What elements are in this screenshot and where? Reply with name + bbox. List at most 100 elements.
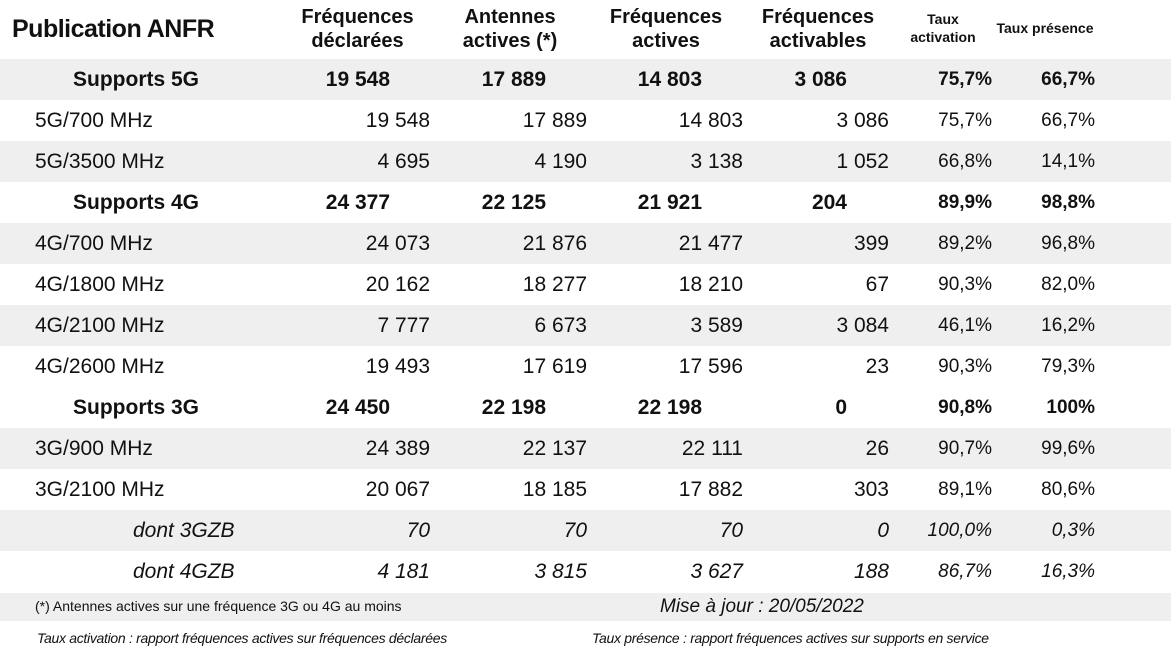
row-label: Supports 4G bbox=[73, 191, 200, 214]
cell-taux-activation: 90,8% bbox=[938, 397, 992, 418]
cell-frequences-activables: 0 bbox=[877, 519, 889, 542]
row-label: dont 4GZB bbox=[133, 560, 235, 583]
cell-frequences-activables: 1 052 bbox=[836, 150, 889, 173]
cell-antennes-actives: 18 277 bbox=[522, 273, 587, 296]
cell-frequences-actives: 17 596 bbox=[678, 355, 743, 378]
row-label: dont 3GZB bbox=[133, 519, 235, 542]
cell-frequences-activables: 3 084 bbox=[836, 314, 889, 337]
header-line: activables bbox=[769, 30, 867, 52]
cell-frequences-declarees: 19 493 bbox=[365, 355, 430, 378]
cell-taux-presence: 80,6% bbox=[1041, 479, 1095, 500]
cell-frequences-activables: 188 bbox=[853, 560, 889, 583]
table-row: dont 4GZB 4 181 3 815 3 627 188 86,7% 16,3% bbox=[0, 551, 1171, 592]
cell-frequences-declarees: 70 bbox=[406, 519, 430, 542]
cell-frequences-actives: 14 803 bbox=[678, 109, 743, 132]
header-taux-activation: Taux activation bbox=[898, 10, 988, 46]
cell-taux-activation: 86,7% bbox=[938, 561, 992, 582]
cell-antennes-actives: 18 185 bbox=[522, 478, 587, 501]
cell-frequences-declarees: 24 073 bbox=[365, 232, 430, 255]
cell-frequences-declarees: 7 777 bbox=[377, 314, 430, 337]
cell-frequences-activables: 399 bbox=[853, 232, 889, 255]
cell-frequences-declarees: 24 377 bbox=[325, 191, 390, 214]
footer-definitions: Taux activation : rapport fréquences act… bbox=[0, 621, 1171, 658]
cell-frequences-activables: 23 bbox=[865, 355, 889, 378]
cell-antennes-actives: 17 889 bbox=[481, 68, 546, 91]
cell-frequences-declarees: 24 389 bbox=[365, 437, 430, 460]
row-label: 4G/2100 MHz bbox=[35, 314, 165, 337]
definition-taux-activation: Taux activation : rapport fréquences act… bbox=[37, 630, 447, 646]
cell-frequences-declarees: 19 548 bbox=[325, 68, 390, 91]
cell-frequences-actives: 3 138 bbox=[690, 150, 743, 173]
definition-taux-presence: Taux présence : rapport fréquences activ… bbox=[592, 630, 989, 646]
cell-taux-presence: 66,7% bbox=[1041, 110, 1095, 131]
cell-antennes-actives: 4 190 bbox=[534, 150, 587, 173]
cell-taux-activation: 75,7% bbox=[938, 110, 992, 131]
row-label: Supports 5G bbox=[73, 68, 200, 91]
cell-frequences-declarees: 20 067 bbox=[365, 478, 430, 501]
cell-antennes-actives: 6 673 bbox=[534, 314, 587, 337]
update-date: Mise à jour : 20/05/2022 bbox=[660, 596, 864, 617]
cell-antennes-actives: 70 bbox=[563, 519, 587, 542]
cell-antennes-actives: 22 125 bbox=[481, 191, 546, 214]
header-line: Taux bbox=[927, 11, 959, 27]
page-title: Publication ANFR bbox=[12, 15, 215, 43]
cell-taux-activation: 89,9% bbox=[938, 192, 992, 213]
cell-antennes-actives: 22 198 bbox=[481, 396, 546, 419]
cell-frequences-actives: 3 589 bbox=[690, 314, 743, 337]
table-row: 4G/2100 MHz 7 777 6 673 3 589 3 084 46,1% 16,2… bbox=[0, 305, 1171, 346]
cell-taux-activation: 66,8% bbox=[938, 151, 992, 172]
cell-frequences-actives: 3 627 bbox=[690, 560, 743, 583]
header-line: Antennes bbox=[464, 6, 556, 28]
cell-frequences-declarees: 19 548 bbox=[365, 109, 430, 132]
cell-taux-presence: 96,8% bbox=[1041, 233, 1095, 254]
row-label: 5G/3500 MHz bbox=[35, 150, 165, 173]
table-row: Supports 5G 19 548 17 889 14 803 3 086 75,7% 6… bbox=[0, 59, 1171, 100]
header-line: actives (*) bbox=[462, 30, 558, 52]
cell-frequences-declarees: 4 181 bbox=[377, 560, 430, 583]
cell-taux-activation: 89,2% bbox=[938, 233, 992, 254]
header-antennes-actives: Antennes actives (*) bbox=[445, 5, 575, 53]
header-line: déclarées bbox=[311, 30, 404, 52]
cell-taux-activation: 90,7% bbox=[938, 438, 992, 459]
row-label: 5G/700 MHz bbox=[35, 109, 153, 132]
cell-taux-presence: 100% bbox=[1046, 397, 1095, 418]
header-line: Fréquences bbox=[301, 6, 414, 28]
cell-antennes-actives: 22 137 bbox=[522, 437, 587, 460]
cell-taux-activation: 46,1% bbox=[938, 315, 992, 336]
antennes-footnote: (*) Antennes actives sur une fréquence 3… bbox=[35, 598, 402, 614]
header-frequences-activables: Fréquences activables bbox=[752, 5, 884, 53]
table-header: Publication ANFR Fréquences déclarées An… bbox=[0, 0, 1171, 59]
header-line: Fréquences bbox=[761, 6, 875, 28]
header-line: Fréquences bbox=[609, 6, 723, 28]
cell-taux-activation: 90,3% bbox=[938, 356, 992, 377]
cell-frequences-actives: 21 477 bbox=[678, 232, 743, 255]
cell-taux-activation: 90,3% bbox=[938, 274, 992, 295]
table-row: Supports 4G 24 377 22 125 21 921 204 89,9% 98,… bbox=[0, 182, 1171, 223]
cell-taux-presence: 16,3% bbox=[1041, 561, 1095, 582]
cell-frequences-activables: 26 bbox=[865, 437, 889, 460]
cell-antennes-actives: 3 815 bbox=[534, 560, 587, 583]
cell-frequences-actives: 22 198 bbox=[637, 396, 702, 419]
table-row: Supports 3G 24 450 22 198 22 198 0 90,8% 100% bbox=[0, 387, 1171, 428]
cell-frequences-activables: 204 bbox=[811, 191, 847, 214]
cell-frequences-activables: 67 bbox=[865, 273, 889, 296]
header-taux-presence: Taux présence bbox=[990, 19, 1100, 37]
header-line: Taux présence bbox=[996, 20, 1094, 36]
cell-antennes-actives: 17 889 bbox=[522, 109, 587, 132]
row-label: 4G/1800 MHz bbox=[35, 273, 165, 296]
cell-frequences-activables: 3 086 bbox=[836, 109, 889, 132]
cell-frequences-actives: 14 803 bbox=[637, 68, 702, 91]
cell-taux-presence: 66,7% bbox=[1041, 69, 1095, 90]
row-label: 3G/2100 MHz bbox=[35, 478, 165, 501]
cell-taux-presence: 79,3% bbox=[1041, 356, 1095, 377]
header-line: actives bbox=[632, 30, 700, 52]
row-label: 3G/900 MHz bbox=[35, 437, 153, 460]
table-row: 5G/700 MHz 19 548 17 889 14 803 3 086 75,7% 66… bbox=[0, 100, 1171, 141]
cell-taux-presence: 82,0% bbox=[1041, 274, 1095, 295]
header-frequences-actives: Fréquences actives bbox=[600, 5, 732, 53]
cell-frequences-actives: 22 111 bbox=[681, 437, 743, 460]
cell-frequences-actives: 18 210 bbox=[678, 273, 743, 296]
table-row: 4G/2600 MHz 19 493 17 619 17 596 23 90,3% 79,3… bbox=[0, 346, 1171, 387]
cell-frequences-actives: 21 921 bbox=[637, 191, 702, 214]
